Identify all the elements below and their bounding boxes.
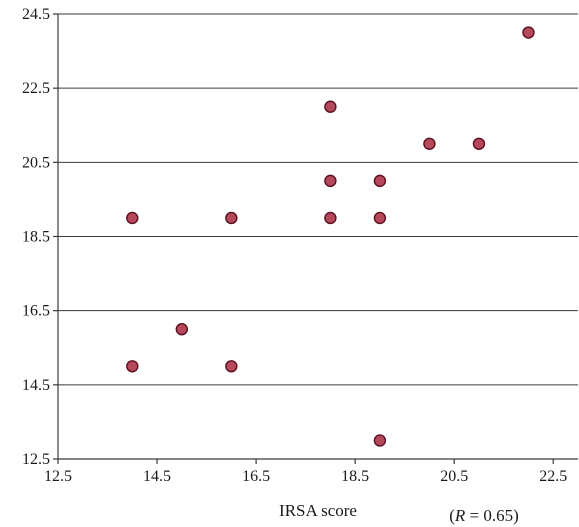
data-point: [324, 174, 337, 188]
data-point: [472, 137, 486, 150]
data-point: [126, 211, 139, 225]
data-point: [324, 100, 337, 113]
data-point: [373, 434, 387, 447]
data-point: [225, 360, 238, 373]
data-point: [324, 211, 337, 225]
annotation-r: R: [454, 506, 466, 525]
x-tick-label-12.5: 12.5: [44, 468, 72, 485]
y-tick-label-16.5: 16.5: [22, 303, 50, 320]
x-axis-title: IRSA score: [279, 501, 357, 520]
y-tick-label-22.5: 22.5: [22, 80, 50, 97]
y-tick-label-24.5: 24.5: [22, 6, 50, 23]
data-point: [225, 211, 238, 225]
x-tick-label-14.5: 14.5: [143, 468, 171, 485]
x-axis-ticks: 12.5 14.5 16.5 18.5 20.5 22.5: [44, 459, 567, 485]
data-point: [423, 137, 436, 150]
x-tick-label-20.5: 20.5: [440, 468, 468, 485]
data-point: [373, 211, 387, 225]
annotation-value: = 0.65): [465, 506, 519, 525]
data-points: [126, 26, 535, 447]
annotation-open: (: [449, 506, 455, 525]
gridlines: [58, 13, 578, 386]
y-axis-ticks: 12.5 14.5 16.5 18.5 20.5 22.5 24.5: [22, 6, 58, 468]
y-tick-label-20.5: 20.5: [22, 154, 50, 171]
data-point: [373, 174, 387, 188]
x-tick-label-18.5: 18.5: [341, 468, 369, 485]
y-tick-label-14.5: 14.5: [22, 377, 50, 394]
data-point: [175, 323, 189, 336]
y-tick-label-18.5: 18.5: [22, 229, 50, 246]
data-point: [126, 360, 139, 373]
correlation-annotation: (R = 0.65): [449, 506, 519, 525]
data-point: [522, 26, 535, 39]
x-tick-label-16.5: 16.5: [242, 468, 270, 485]
y-tick-label-12.5: 12.5: [22, 451, 50, 468]
x-tick-label-22.5: 22.5: [539, 468, 567, 485]
